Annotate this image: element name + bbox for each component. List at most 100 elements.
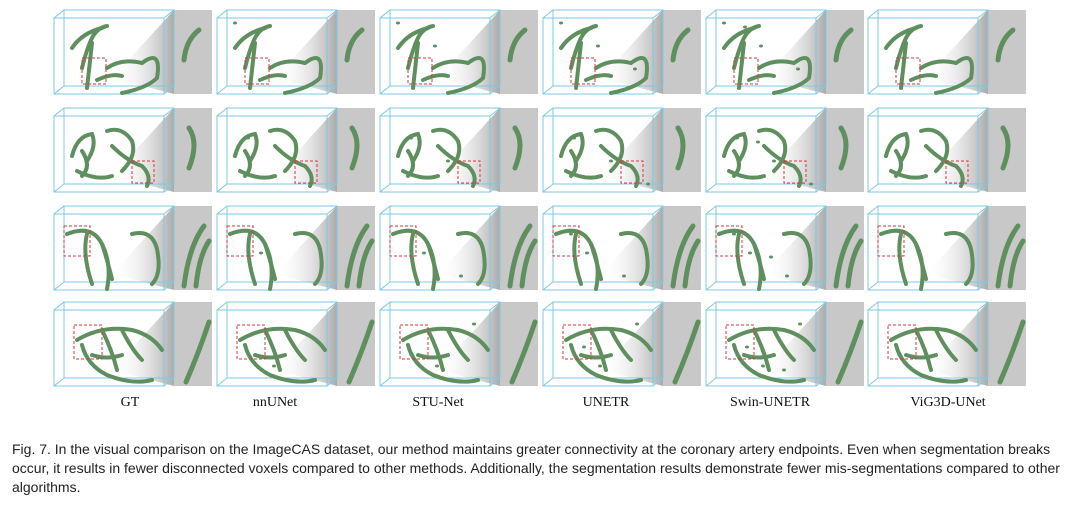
vessel-tree <box>401 326 490 384</box>
zoom-panel <box>500 10 538 94</box>
mis-segmentation <box>782 368 786 372</box>
zoomed-vessel <box>349 125 360 171</box>
zoomed-vessel <box>344 223 375 289</box>
mis-segmentation <box>585 251 589 255</box>
highlight-box <box>620 160 644 184</box>
bounding-box <box>216 301 338 387</box>
vessel-tree <box>396 24 486 95</box>
mis-segmentation <box>756 140 760 144</box>
highlight-box <box>877 225 905 257</box>
mis-segmentation <box>598 364 602 368</box>
vessel-tree <box>727 326 816 384</box>
zoom-projection <box>601 206 663 290</box>
zoomed-vessel <box>183 319 212 385</box>
bounding-box <box>705 205 827 291</box>
mis-segmentation <box>596 44 600 48</box>
zoomed-vessel <box>507 223 538 289</box>
panel-gt-row-2 <box>52 106 214 194</box>
bounding-box <box>53 9 175 95</box>
panel-nnunet-row-2 <box>215 106 377 194</box>
zoom-panel <box>826 10 864 94</box>
bounding-box <box>53 205 175 291</box>
vessel-tree <box>564 326 653 384</box>
zoom-projection <box>112 302 174 386</box>
panel-vig3d-unet-row-1 <box>866 8 1028 96</box>
mis-segmentation <box>732 232 736 236</box>
zoom-panel <box>500 302 538 386</box>
zoom-projection <box>926 206 988 290</box>
mis-segmentation <box>745 345 749 349</box>
mis-segmentation <box>272 364 276 368</box>
zoom-projection <box>764 10 826 94</box>
mis-segmentation <box>646 182 650 186</box>
zoomed-vessel <box>833 27 854 63</box>
mis-segmentation <box>409 136 413 140</box>
zoom-projection <box>926 10 988 94</box>
mis-segmentation <box>743 25 747 29</box>
zoom-projection <box>926 302 988 386</box>
highlight-box <box>294 160 318 184</box>
highlight-box <box>73 324 103 360</box>
mis-segmentation <box>396 21 400 25</box>
zoomed-vessel <box>838 125 849 171</box>
panel-stu-net-row-2 <box>378 106 540 194</box>
mis-segmentation <box>722 21 726 25</box>
panel-vig3d-unet-row-4 <box>866 300 1028 388</box>
zoomed-vessel <box>835 319 864 385</box>
panel-swin-unetr-row-4 <box>704 300 866 388</box>
zoom-projection <box>275 206 337 290</box>
zoom-projection <box>438 108 500 192</box>
column-label-unetr: UNETR <box>582 395 630 410</box>
mis-segmentation <box>633 67 637 71</box>
bounding-box <box>379 205 501 291</box>
highlight-box <box>725 324 755 360</box>
highlight-box <box>552 225 580 257</box>
mis-segmentation <box>433 44 437 48</box>
panel-vig3d-unet-row-2 <box>866 106 1028 194</box>
zoomed-vessel <box>186 125 197 171</box>
zoom-panel <box>988 302 1026 386</box>
bounding-box <box>53 107 175 193</box>
vessel-tree <box>396 127 477 188</box>
mis-segmentation <box>769 255 773 259</box>
mis-segmentation <box>796 67 800 71</box>
column-label-stu-net: STU-Net <box>412 395 464 410</box>
panel-vig3d-unet-row-3 <box>866 204 1028 292</box>
panel-unetr-row-1 <box>541 8 703 96</box>
zoomed-vessel <box>181 27 202 63</box>
highlight-box <box>399 324 429 360</box>
highlight-box <box>895 57 921 85</box>
panel-unetr-row-3 <box>541 204 703 292</box>
zoomed-vessel <box>997 319 1026 385</box>
zoomed-vessel <box>675 125 686 171</box>
zoom-projection <box>438 206 500 290</box>
figure-caption: Fig. 7. In the visual comparison on the … <box>12 441 1060 495</box>
highlight-box <box>715 225 743 257</box>
zoom-projection <box>926 108 988 192</box>
bounding-box <box>705 107 827 193</box>
mis-segmentation <box>759 44 763 48</box>
zoom-projection <box>764 108 826 192</box>
panel-gt-row-1 <box>52 8 214 96</box>
mis-segmentation <box>435 364 439 368</box>
zoom-projection <box>275 108 337 192</box>
panel-swin-unetr-row-3 <box>704 204 866 292</box>
vessel-tree <box>233 24 323 95</box>
zoomed-vessel <box>344 27 365 63</box>
zoomed-vessel <box>670 223 701 289</box>
panel-unetr-row-4 <box>541 300 703 388</box>
mis-segmentation <box>798 322 802 326</box>
mis-segmentation <box>446 159 450 163</box>
zoom-projection <box>601 10 663 94</box>
highlight-box <box>63 225 91 257</box>
zoom-panel <box>337 302 375 386</box>
mis-segmentation <box>459 274 463 278</box>
panel-gt-row-3 <box>52 204 214 292</box>
mis-segmentation <box>472 322 476 326</box>
vessel-tree <box>722 24 812 95</box>
zoomed-vessel <box>181 223 212 289</box>
column-label-gt: GT <box>120 395 140 410</box>
zoomed-vessel <box>512 125 523 171</box>
vessel-tree <box>884 127 965 188</box>
mis-segmentation <box>761 364 765 368</box>
